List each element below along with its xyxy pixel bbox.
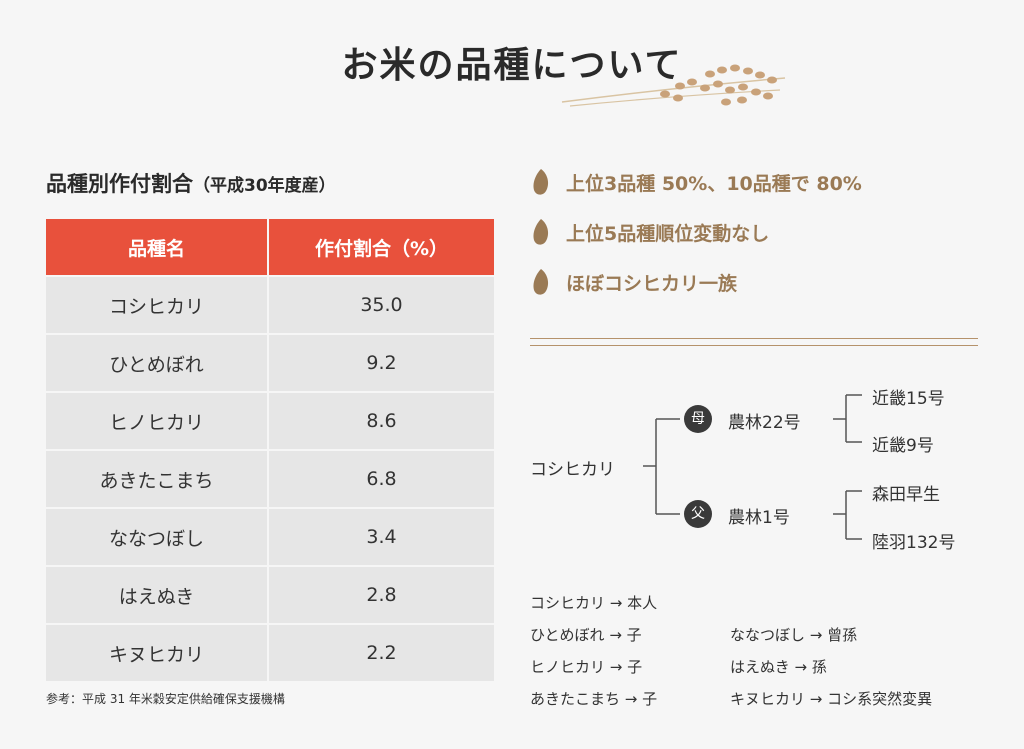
relation-item: ヒノヒカリ → 子 <box>530 658 643 676</box>
relation-item: あきたこまち → 子 <box>530 690 658 708</box>
variety-name: コシヒカリ <box>46 275 269 334</box>
variety-name: あきたこまち <box>46 449 269 508</box>
rice-grain-icon <box>533 169 549 195</box>
mother-parent: 近畿15号 <box>872 389 945 409</box>
table-title: 品種別作付割合 <box>46 172 193 196</box>
variety-name: ひとめぼれ <box>46 333 269 392</box>
variety-name: キヌヒカリ <box>46 623 269 681</box>
relation-item: コシヒカリ → 本人 <box>530 594 658 612</box>
point-text: 上位5品種順位変動なし <box>566 222 770 245</box>
variety-name: ヒノヒカリ <box>46 391 269 450</box>
table-section-title: 品種別作付割合（平成30年度産） <box>46 168 336 198</box>
header-variety: 品種名 <box>46 219 269 276</box>
point-item: 上位3品種 50%、10品種で 80% <box>530 168 862 196</box>
father-parent: 陸羽132号 <box>872 533 956 553</box>
ratio-value: 3.4 <box>268 507 494 566</box>
variety-name: はえぬき <box>46 565 269 624</box>
ratio-value: 9.2 <box>268 333 494 392</box>
table-row: はえぬき 2.8 <box>46 565 494 624</box>
reference-note: 参考：平成 31 年米穀安定供給確保支援機構 <box>46 692 285 706</box>
header-ratio: 作付割合（%） <box>268 219 494 276</box>
rice-grain-icon <box>533 219 549 245</box>
relation-item: ひとめぼれ → 子 <box>530 626 642 644</box>
relation-item: ななつぼし → 曾孫 <box>730 626 858 644</box>
ratio-value: 6.8 <box>268 449 494 508</box>
lineage-root: コシヒカリ <box>530 460 615 480</box>
table-row: あきたこまち 6.8 <box>46 449 494 508</box>
ratio-value: 35.0 <box>268 275 494 334</box>
table-row: キヌヒカリ 2.2 <box>46 623 494 681</box>
table-row: ひとめぼれ 9.2 <box>46 333 494 392</box>
father-badge: 父 <box>684 500 712 528</box>
mother-variety: 農林22号 <box>728 413 801 433</box>
mother-badge: 母 <box>684 405 712 433</box>
table-row: ななつぼし 3.4 <box>46 507 494 566</box>
point-item: 上位5品種順位変動なし <box>530 218 769 246</box>
table-header-row: 品種名 作付割合（%） <box>46 219 494 276</box>
ratio-value: 8.6 <box>268 391 494 450</box>
table-row: ヒノヒカリ 8.6 <box>46 391 494 450</box>
father-parent: 森田早生 <box>872 485 940 505</box>
variety-name: ななつぼし <box>46 507 269 566</box>
page-title: お米の品種について <box>341 45 683 86</box>
mother-parent: 近畿9号 <box>872 436 934 456</box>
lineage-connector-lines <box>643 394 862 540</box>
relation-item: はえぬき → 孫 <box>730 658 827 676</box>
rice-stalk-decoration <box>561 64 786 107</box>
point-text: ほぼコシヒカリ一族 <box>566 272 738 295</box>
table-subtitle: （平成30年度産） <box>193 176 336 196</box>
point-item: ほぼコシヒカリ一族 <box>530 268 737 296</box>
ratio-value: 2.8 <box>268 565 494 624</box>
rice-grain-icon <box>533 269 549 295</box>
planting-ratio-table: 品種名 作付割合（%） コシヒカリ 35.0 ひとめぼれ 9.2 ヒノヒカリ 8… <box>46 219 494 681</box>
relation-item: キヌヒカリ → コシ系突然変異 <box>730 690 933 708</box>
table-row: コシヒカリ 35.0 <box>46 275 494 334</box>
father-variety: 農林1号 <box>728 508 790 528</box>
double-divider <box>530 338 978 346</box>
ratio-value: 2.2 <box>268 623 494 681</box>
point-text: 上位3品種 50%、10品種で 80% <box>566 172 862 195</box>
